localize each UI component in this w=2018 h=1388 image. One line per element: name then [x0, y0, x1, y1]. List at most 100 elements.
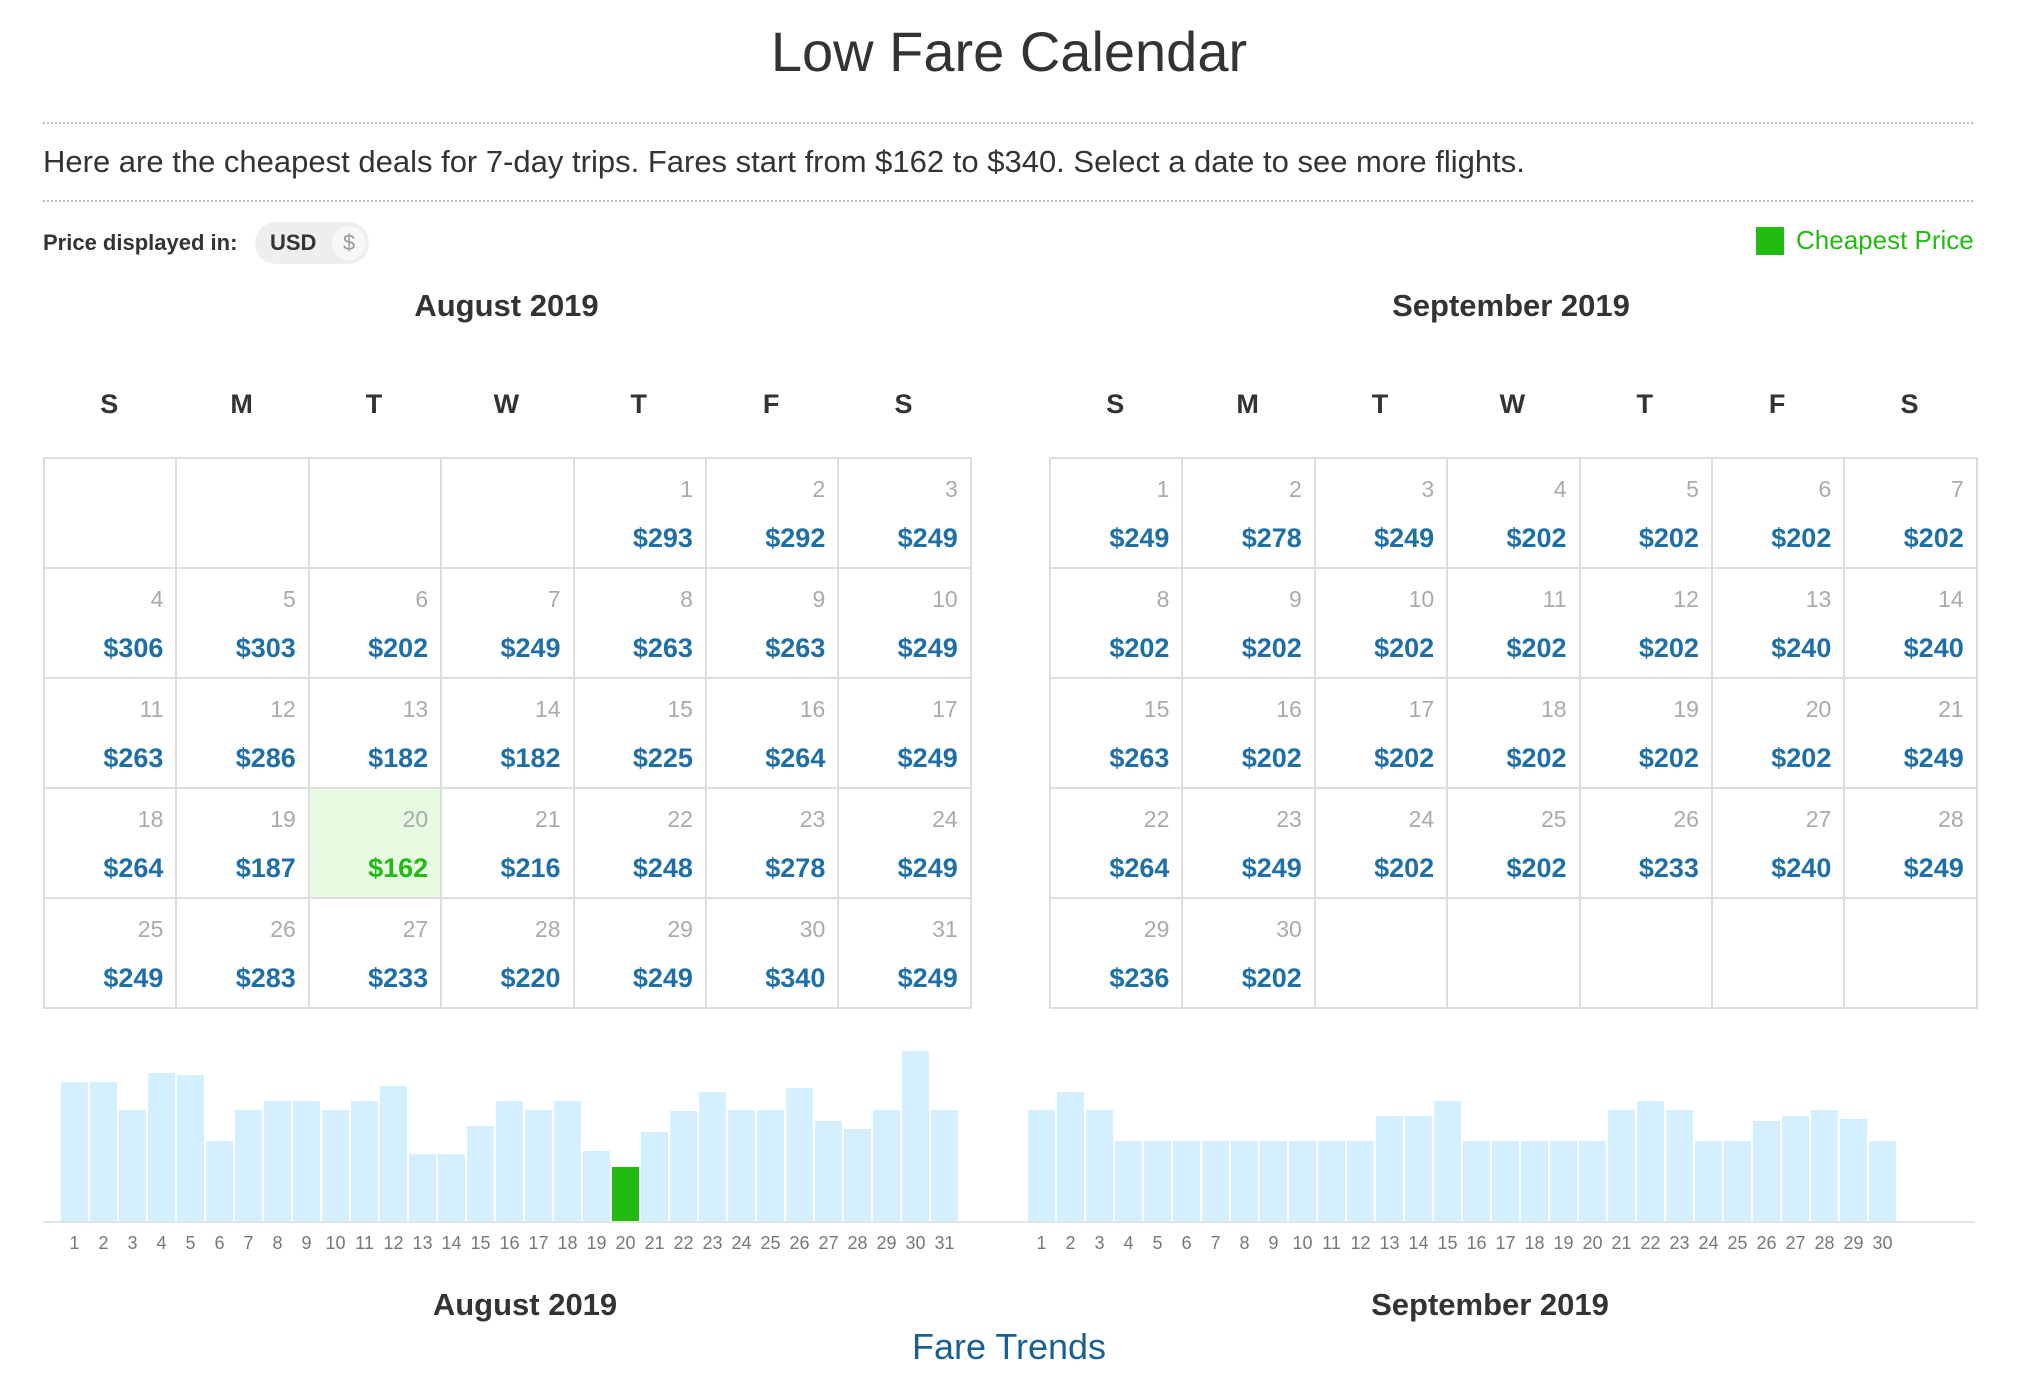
fare-price[interactable]: $202: [1241, 963, 1302, 993]
fare-price[interactable]: $240: [1903, 633, 1964, 663]
chart-bar[interactable]: [1347, 1141, 1374, 1221]
calendar-day[interactable]: 27 $233: [309, 899, 443, 1009]
calendar-day[interactable]: 24 $202: [1315, 789, 1449, 899]
chart-bar[interactable]: [902, 1051, 929, 1221]
chart-bar[interactable]: [438, 1154, 465, 1221]
calendar-day[interactable]: 11 $263: [45, 679, 178, 789]
chart-bar[interactable]: [1086, 1110, 1113, 1221]
fare-price[interactable]: $202: [1638, 743, 1699, 773]
chart-bar[interactable]: [264, 1101, 291, 1221]
fare-price[interactable]: $249: [897, 853, 958, 883]
fare-price[interactable]: $249: [1109, 523, 1170, 553]
fare-price[interactable]: $278: [1241, 523, 1302, 553]
chart-bar[interactable]: [1289, 1141, 1316, 1221]
calendar-day[interactable]: 26 $283: [177, 899, 310, 1009]
chart-bar[interactable]: [1869, 1141, 1896, 1221]
fare-price[interactable]: $225: [632, 743, 693, 773]
chart-bar[interactable]: [1057, 1092, 1084, 1221]
calendar-day[interactable]: 19 $202: [1580, 679, 1713, 789]
calendar-day[interactable]: 25 $202: [1448, 789, 1581, 899]
fare-price[interactable]: $292: [765, 523, 826, 553]
fare-price[interactable]: $249: [897, 743, 958, 773]
chart-bar[interactable]: [1028, 1110, 1055, 1221]
chart-bar[interactable]: [873, 1110, 900, 1221]
calendar-day[interactable]: 5 $303: [177, 569, 310, 679]
chart-bar[interactable]: [1463, 1141, 1490, 1221]
calendar-day[interactable]: 8 $263: [574, 569, 707, 679]
fare-price[interactable]: $249: [500, 633, 561, 663]
calendar-day[interactable]: 17 $202: [1315, 679, 1449, 789]
chart-bar[interactable]: [583, 1151, 610, 1221]
calendar-day[interactable]: 3 $249: [1315, 459, 1449, 569]
chart-bar[interactable]: [1695, 1141, 1722, 1221]
fare-price[interactable]: $263: [1109, 743, 1170, 773]
chart-bar[interactable]: [1231, 1141, 1258, 1221]
fare-price[interactable]: $249: [897, 633, 958, 663]
calendar-day[interactable]: 22 $248: [574, 789, 707, 899]
chart-bar[interactable]: [351, 1101, 378, 1221]
calendar-day[interactable]: 12 $286: [177, 679, 310, 789]
calendar-day[interactable]: 21 $249: [1845, 679, 1978, 789]
chart-bar[interactable]: [1405, 1116, 1432, 1221]
chart-bar[interactable]: [931, 1110, 958, 1221]
calendar-day[interactable]: 15 $225: [574, 679, 707, 789]
chart-bar[interactable]: [728, 1110, 755, 1221]
chart-bar[interactable]: [1260, 1141, 1287, 1221]
fare-price[interactable]: $240: [1771, 853, 1832, 883]
fare-price[interactable]: $202: [1506, 853, 1567, 883]
fare-price[interactable]: $202: [1374, 633, 1435, 663]
calendar-day[interactable]: 30 $340: [706, 899, 840, 1009]
calendar-day[interactable]: 2 $278: [1183, 459, 1316, 569]
fare-price[interactable]: $249: [632, 963, 693, 993]
calendar-day[interactable]: 24 $249: [839, 789, 972, 899]
calendar-day[interactable]: 1 $293: [574, 459, 707, 569]
chart-bar[interactable]: [1376, 1116, 1403, 1221]
fare-price[interactable]: $249: [1903, 743, 1964, 773]
fare-price[interactable]: $263: [103, 743, 164, 773]
chart-bar[interactable]: [1724, 1141, 1751, 1221]
calendar-day[interactable]: 25 $249: [45, 899, 178, 1009]
calendar-day[interactable]: 13 $240: [1712, 569, 1846, 679]
fare-price[interactable]: $283: [235, 963, 296, 993]
fare-price[interactable]: $216: [500, 853, 561, 883]
chart-bar[interactable]: [1115, 1141, 1142, 1221]
chart-bar[interactable]: [844, 1129, 871, 1221]
chart-bar[interactable]: [1608, 1110, 1635, 1221]
chart-bar[interactable]: [1492, 1141, 1519, 1221]
chart-bar[interactable]: [699, 1092, 726, 1221]
chart-bar[interactable]: [1521, 1141, 1548, 1221]
calendar-day[interactable]: 18 $264: [45, 789, 178, 899]
chart-bar[interactable]: [612, 1167, 639, 1221]
fare-price[interactable]: $202: [1109, 633, 1170, 663]
fare-price[interactable]: $202: [1638, 633, 1699, 663]
calendar-day[interactable]: 26 $233: [1580, 789, 1713, 899]
calendar-day[interactable]: 16 $264: [706, 679, 840, 789]
fare-price[interactable]: $240: [1771, 633, 1832, 663]
calendar-day[interactable]: 28 $220: [442, 899, 575, 1009]
calendar-day[interactable]: 27 $240: [1712, 789, 1846, 899]
calendar-day[interactable]: 9 $202: [1183, 569, 1316, 679]
fare-price[interactable]: $249: [1374, 523, 1435, 553]
chart-bar[interactable]: [554, 1101, 581, 1221]
chart-bar[interactable]: [1753, 1121, 1780, 1221]
calendar-day[interactable]: 30 $202: [1183, 899, 1316, 1009]
calendar-day[interactable]: 14 $182: [442, 679, 575, 789]
chart-bar[interactable]: [467, 1126, 494, 1221]
calendar-day[interactable]: 12 $202: [1580, 569, 1713, 679]
calendar-day[interactable]: 4 $202: [1448, 459, 1581, 569]
chart-bar[interactable]: [1318, 1141, 1345, 1221]
fare-price[interactable]: $303: [235, 633, 296, 663]
chart-bar[interactable]: [1550, 1141, 1577, 1221]
fare-price[interactable]: $202: [368, 633, 429, 663]
chart-bar[interactable]: [1202, 1141, 1229, 1221]
fare-price[interactable]: $236: [1109, 963, 1170, 993]
chart-bar[interactable]: [641, 1132, 668, 1221]
calendar-day[interactable]: 9 $263: [706, 569, 840, 679]
fare-price[interactable]: $278: [765, 853, 826, 883]
chart-bar[interactable]: [496, 1101, 523, 1221]
fare-price[interactable]: $248: [632, 853, 693, 883]
fare-price[interactable]: $187: [235, 853, 296, 883]
fare-price[interactable]: $202: [1374, 853, 1435, 883]
chart-bar[interactable]: [61, 1082, 88, 1221]
calendar-day[interactable]: 14 $240: [1845, 569, 1978, 679]
